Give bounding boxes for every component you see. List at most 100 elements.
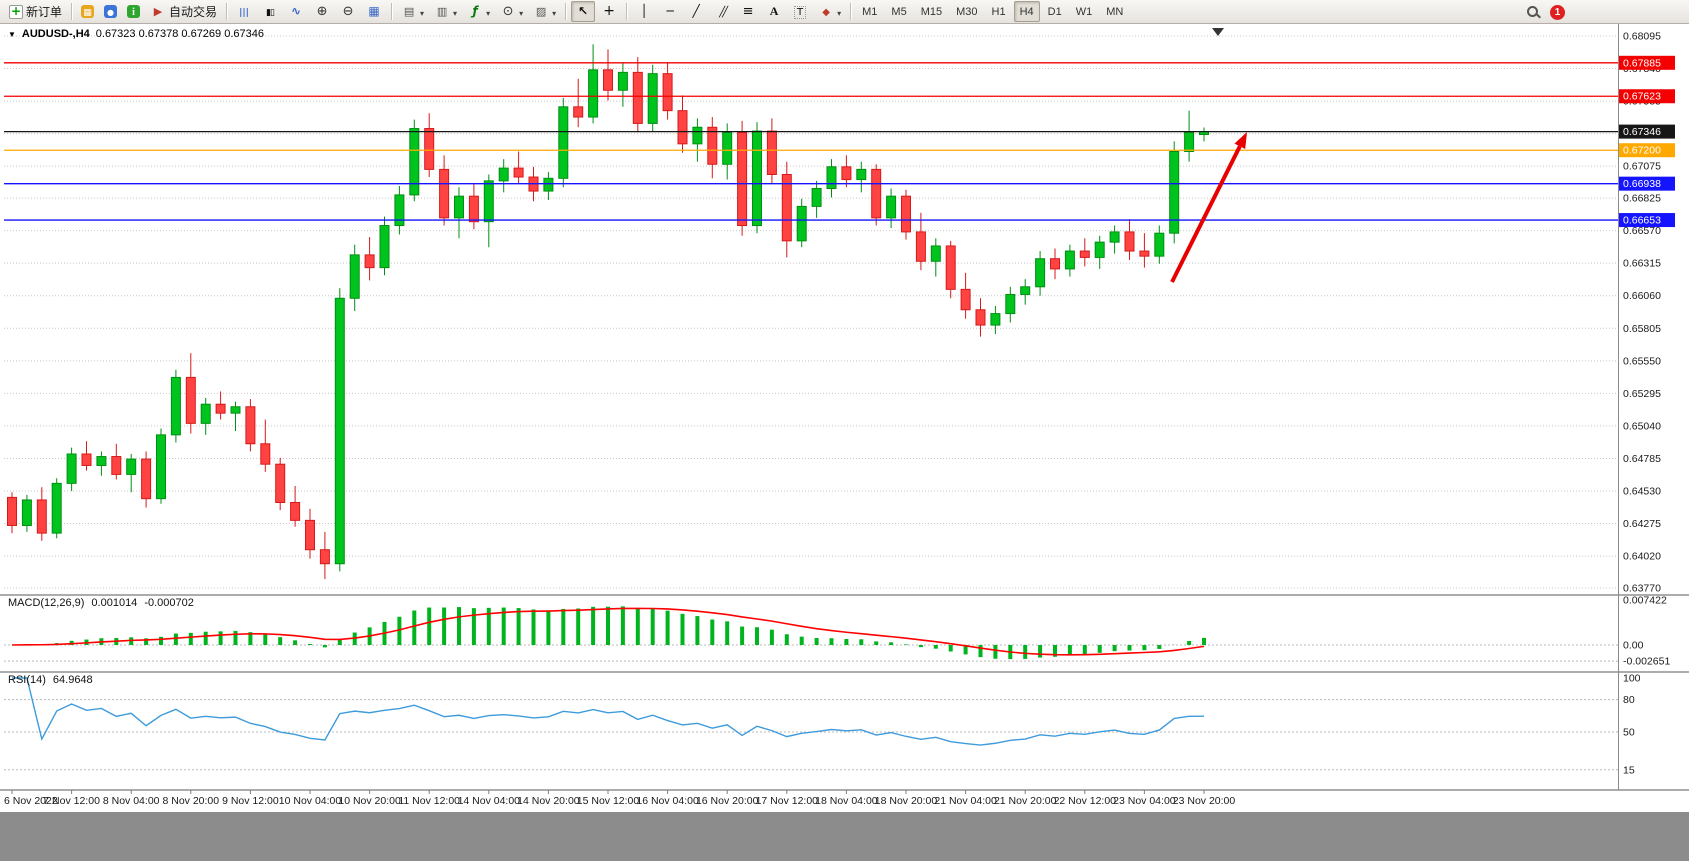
svg-text:0.67346: 0.67346 (1623, 126, 1661, 138)
svg-text:14 Nov 04:00: 14 Nov 04:00 (458, 795, 521, 807)
text-label-icon (792, 4, 808, 20)
line-chart-icon (288, 4, 304, 20)
timeframe-m5-button[interactable]: M5 (885, 1, 912, 22)
panel-frames (0, 24, 1689, 791)
svg-text:0.64785: 0.64785 (1623, 453, 1661, 465)
svg-text:15 Nov 12:00: 15 Nov 12:00 (577, 795, 640, 807)
crosshair-icon (601, 4, 617, 20)
line-chart-button[interactable] (284, 1, 308, 22)
timeframe-h4-button[interactable]: H4 (1013, 1, 1040, 22)
tile-windows-button[interactable] (362, 1, 386, 22)
zoom-out-icon (340, 4, 356, 20)
svg-text:10 Nov 20:00: 10 Nov 20:00 (338, 795, 401, 807)
svg-text:0.66570: 0.66570 (1623, 225, 1661, 237)
cursor-button[interactable] (571, 1, 596, 22)
templates-button[interactable] (529, 1, 560, 22)
terminal-button[interactable] (123, 1, 144, 22)
bar-chart-button[interactable] (232, 1, 256, 22)
toolbar-separator (626, 3, 628, 20)
svg-text:22 Nov 12:00: 22 Nov 12:00 (1054, 795, 1117, 807)
new-chart-button[interactable] (397, 1, 428, 22)
svg-text:0.68095: 0.68095 (1623, 31, 1661, 43)
chart-title: ▼ AUDUSD-,H4 0.67323 0.67378 0.67269 0.6… (8, 28, 264, 40)
bar-chart-icon (236, 4, 252, 20)
market-watch-button[interactable] (77, 1, 98, 22)
fibonacci-button[interactable] (736, 1, 760, 22)
toolbar-separator (71, 3, 73, 20)
timeframe-mn-button[interactable]: MN (1100, 1, 1129, 22)
chart-canvas[interactable]: 0.680950.678400.675850.673300.670750.668… (0, 24, 1689, 812)
svg-text:0.00: 0.00 (1623, 640, 1644, 652)
chart-menu-icon[interactable]: ▼ (8, 29, 16, 39)
text-button[interactable] (762, 1, 786, 22)
new-order-icon (9, 4, 23, 19)
templates-icon (533, 4, 549, 20)
macd-name: MACD(12,26,9) (8, 597, 85, 609)
autotrading-icon (150, 4, 166, 20)
caret-down-icon (420, 5, 424, 19)
equidistant-channel-button[interactable] (710, 1, 734, 22)
tile-windows-icon (366, 4, 382, 20)
svg-text:0.67075: 0.67075 (1623, 161, 1661, 173)
svg-text:80: 80 (1623, 694, 1635, 706)
svg-text:8 Nov 04:00: 8 Nov 04:00 (103, 795, 160, 807)
timeframe-d1-button[interactable]: D1 (1042, 1, 1068, 22)
timeframe-m1-button[interactable]: M1 (856, 1, 883, 22)
crosshair-button[interactable] (597, 1, 621, 22)
svg-text:0.63770: 0.63770 (1623, 582, 1661, 594)
rsi-panel: 100 80 50 15 (4, 673, 1641, 776)
zoom-in-button[interactable] (310, 1, 334, 22)
arrows-button[interactable] (814, 1, 845, 22)
candlestick-chart-button[interactable] (258, 1, 282, 22)
svg-text:0.66938: 0.66938 (1623, 178, 1661, 190)
new-order-button[interactable]: 新订单 (5, 1, 66, 22)
navigator-button[interactable] (100, 1, 121, 22)
svg-text:0.64275: 0.64275 (1623, 518, 1661, 530)
svg-text:8 Nov 20:00: 8 Nov 20:00 (162, 795, 219, 807)
profiles-button[interactable] (430, 1, 461, 22)
macd-signal-line (11, 607, 1205, 656)
zoom-in-icon (314, 4, 330, 20)
svg-text:18 Nov 04:00: 18 Nov 04:00 (815, 795, 878, 807)
timeframe-m15-button[interactable]: M15 (915, 1, 948, 22)
terminal-icon (127, 5, 141, 18)
equidistant-channel-icon (714, 4, 730, 20)
zoom-out-button[interactable] (336, 1, 360, 22)
autotrading-button[interactable]: 自动交易 (146, 1, 221, 22)
svg-text:18 Nov 20:00: 18 Nov 20:00 (875, 795, 938, 807)
svg-text:0.65295: 0.65295 (1623, 388, 1661, 400)
svg-text:0.67623: 0.67623 (1623, 91, 1661, 103)
profiles-icon (434, 4, 450, 20)
horizontal-line-button[interactable] (658, 1, 682, 22)
level-lines[interactable] (4, 62, 1618, 221)
trend-arrow-annotation[interactable] (1170, 132, 1247, 283)
timeframe-w1-button[interactable]: W1 (1070, 1, 1099, 22)
fibonacci-icon (740, 4, 756, 20)
chart-window: 0.680950.678400.675850.673300.670750.668… (0, 24, 1689, 812)
toolbar-separator (226, 3, 228, 20)
text-label-button[interactable] (788, 1, 812, 22)
indicators-button[interactable] (463, 1, 494, 22)
timeframe-h1-button[interactable]: H1 (986, 1, 1012, 22)
new-chart-icon (401, 4, 417, 20)
macd-signal-value: -0.000702 (144, 597, 194, 609)
vertical-line-icon (636, 4, 652, 20)
search-icon[interactable] (1525, 4, 1541, 20)
svg-text:21 Nov 04:00: 21 Nov 04:00 (934, 795, 997, 807)
periods-button[interactable] (496, 1, 527, 22)
vertical-line-button[interactable] (632, 1, 656, 22)
trendline-icon (688, 4, 704, 20)
price-tags: 0.67885 0.67623 0.67346 0.67200 0.66938 0.666… (1619, 55, 1675, 228)
periods-icon (500, 4, 516, 20)
trendline-button[interactable] (684, 1, 708, 22)
arrows-icon (818, 4, 834, 20)
timeframe-m30-button[interactable]: M30 (950, 1, 983, 22)
caret-down-icon (453, 5, 457, 19)
caret-down-icon (552, 5, 556, 19)
rsi-indicator-label: RSI(14) 64.9648 (8, 674, 93, 686)
toolbar-right-group: 1 (1525, 4, 1565, 20)
svg-text:16 Nov 04:00: 16 Nov 04:00 (636, 795, 699, 807)
svg-text:0.64530: 0.64530 (1623, 486, 1661, 498)
svg-text:0.66315: 0.66315 (1623, 258, 1661, 270)
notification-badge[interactable]: 1 (1550, 4, 1565, 20)
